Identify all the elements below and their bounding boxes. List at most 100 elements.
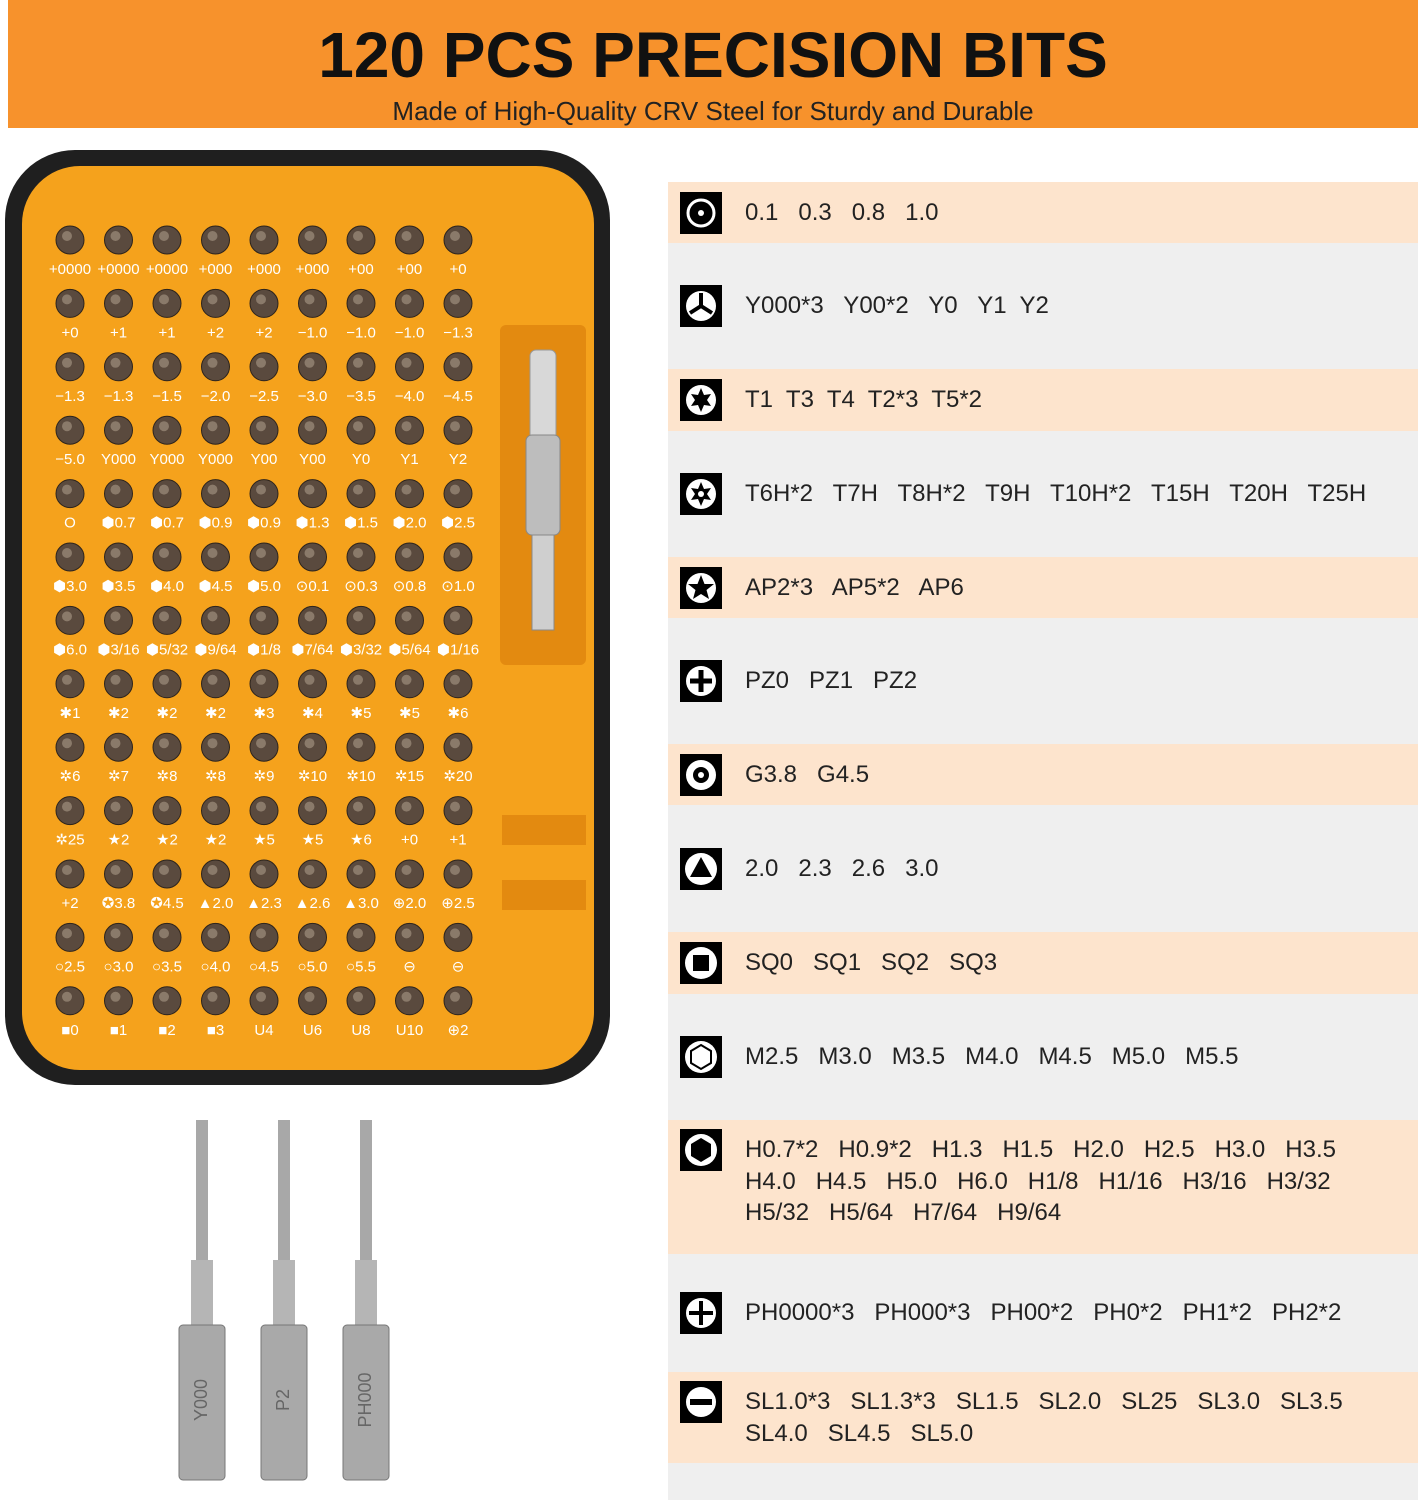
bit-tip [62,611,72,622]
bit-tip [62,991,72,1002]
bit-tip [159,484,169,495]
bit-text: G3.8 G4.5 [745,759,869,791]
bit-tip [353,801,363,812]
bit-label: ✲6 [60,768,81,785]
bit-tip [401,801,412,812]
bit-tip [353,674,363,685]
subtitle: Made of High-Quality CRV Steel for Sturd… [392,96,1034,126]
bit-tip [159,611,169,622]
bit-text: Y000*3 Y00*2 Y0 Y1 Y2 [745,290,1049,322]
bit-label: ★2 [108,832,130,849]
bit-tip [304,421,315,432]
bit-label: Y000 [101,451,136,468]
bit-label: ⬢1/8 [247,641,281,658]
bit-tip [207,231,218,241]
bit-text: SL1.0*3 SL1.3*3 SL1.5 SL2.0 SL25 SL3.0 S… [745,1386,1343,1449]
bit-label: ✲7 [108,768,129,785]
bit-tip [207,801,218,812]
bit-tip [62,421,72,432]
bit-tip [450,991,460,1002]
bit-line: T6H*2 T7H T8H*2 T9H T10H*2 T15H T20H T25… [745,480,1367,507]
bit-tip [110,991,121,1002]
bit-label: ⬢7/64 [291,641,333,658]
bit-label: −1.3 [104,388,134,405]
bit-label: −4.0 [395,388,425,405]
icon [680,566,722,609]
bit-label: ⬢5.0 [247,578,281,595]
bit-label: ✱4 [302,705,323,722]
icon [680,1381,722,1423]
bit-label: ★2 [156,832,178,849]
bit-line: SQ0 SQ1 SQ2 SQ3 [745,949,998,976]
bit-label: +0000 [97,261,139,278]
bit-tip [401,294,412,305]
bit-tip [159,674,169,685]
driver-body [260,1324,308,1481]
bit-tip [256,801,266,812]
bit-tip [110,294,121,305]
bit-tip [207,294,218,305]
bit-label: ▲2.0 [198,895,234,912]
bit-label: Y000 [198,451,233,468]
bit-label: Y00 [299,451,326,468]
bit-row: M2.5 M3.0 M3.5 M4.0 M4.5 M5.0 M5.5 [668,994,1418,1120]
bit-tip [159,738,169,749]
bit-tip [353,548,363,558]
bit-tip [401,484,412,495]
bit-tip [256,738,266,749]
bit-tip [159,801,169,812]
bit-label: ✱1 [60,705,81,722]
bit-row: G3.8 G4.5 [668,744,1418,805]
bit-label: Y1 [400,451,418,468]
bit-label: ⬢0.7 [150,515,184,532]
bit-row: 2.0 2.3 2.6 3.0 [668,805,1418,932]
bit-tip [353,357,363,368]
bit-line: H5/32 H5/64 H7/64 H9/64 [745,1199,1062,1226]
driver-shaft [360,1120,372,1270]
bit-tip [450,801,460,812]
bit-line: G3.8 G4.5 [745,760,870,788]
bit-label: Y0 [352,451,370,468]
bit-label: ✱5 [399,705,420,722]
bit-label: +000 [199,261,233,278]
bit-label: ★2 [205,832,227,849]
bit-tip [159,865,169,875]
driver-neck [355,1260,377,1330]
bit-tip [304,674,315,685]
bit-tip [401,928,412,939]
bit-tip [62,865,72,875]
bit-tip [353,865,363,875]
bit-tip [62,548,72,558]
bit-holder [529,349,557,441]
bit-tip [110,801,121,812]
bit-tip [256,865,266,875]
bit-label: +1 [110,324,127,341]
bit-tip [207,357,218,368]
bit-line: AP2*3 AP5*2 AP6 [745,573,964,601]
bit-tip [159,548,169,558]
bit-row: SL1.0*3 SL1.3*3 SL1.5 SL2.0 SL25 SL3.0 S… [668,1372,1418,1463]
bit-label: ○5.5 [346,958,376,975]
icon [680,473,722,515]
bit-tip [450,548,460,558]
header: 120 PCS PRECISION BITS Made of High-Qual… [8,0,1418,128]
bit-tip [450,231,460,241]
bit-tip [353,231,363,241]
bit-text: PZ0 PZ1 PZ2 [745,665,917,697]
bit-label: ○3.5 [152,958,182,975]
bit-row: SQ0 SQ1 SQ2 SQ3 [668,932,1418,994]
bit-label: ⬢5/64 [388,641,430,658]
bit-tip [401,357,412,368]
bit-label: ⬢3/16 [97,641,139,658]
bit-tip [401,865,412,875]
icon [680,847,722,890]
bit-tip [450,421,460,432]
bit-tip [304,484,315,495]
bit-label: ⊖ [403,958,416,975]
bit-line: M2.5 M3.0 M3.5 M4.0 M4.5 M5.0 M5.5 [745,1043,1239,1070]
bit-label: ✪4.5 [150,895,183,912]
bit-tip [207,421,218,432]
bit-label: ▲2.3 [246,895,282,912]
bit-label: Y000 [149,451,184,468]
driver-body [342,1324,390,1481]
